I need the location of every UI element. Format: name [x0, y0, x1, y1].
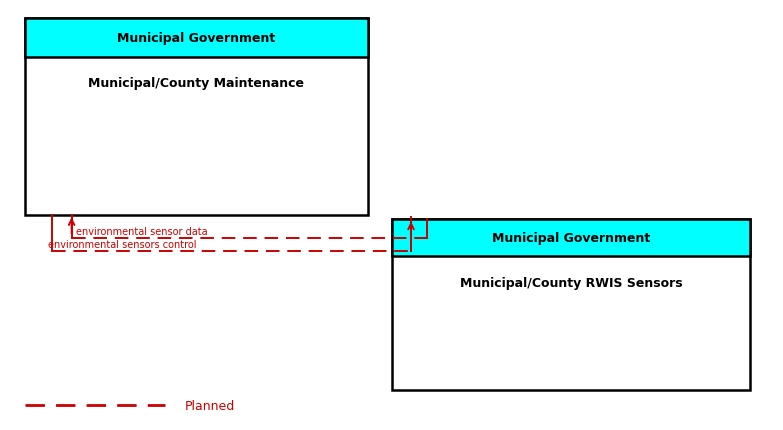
Text: environmental sensor data: environmental sensor data: [75, 226, 207, 237]
Bar: [25, 18, 368, 58]
Text: environmental sensors control: environmental sensors control: [49, 240, 197, 249]
Text: Municipal Government: Municipal Government: [117, 32, 276, 45]
Text: Municipal/County Maintenance: Municipal/County Maintenance: [88, 77, 305, 90]
Bar: [392, 219, 750, 390]
Bar: [25, 18, 368, 215]
Bar: [392, 219, 750, 257]
Text: Planned: Planned: [185, 399, 235, 412]
Text: Municipal Government: Municipal Government: [492, 232, 650, 245]
Text: Municipal/County RWIS Sensors: Municipal/County RWIS Sensors: [460, 276, 682, 289]
